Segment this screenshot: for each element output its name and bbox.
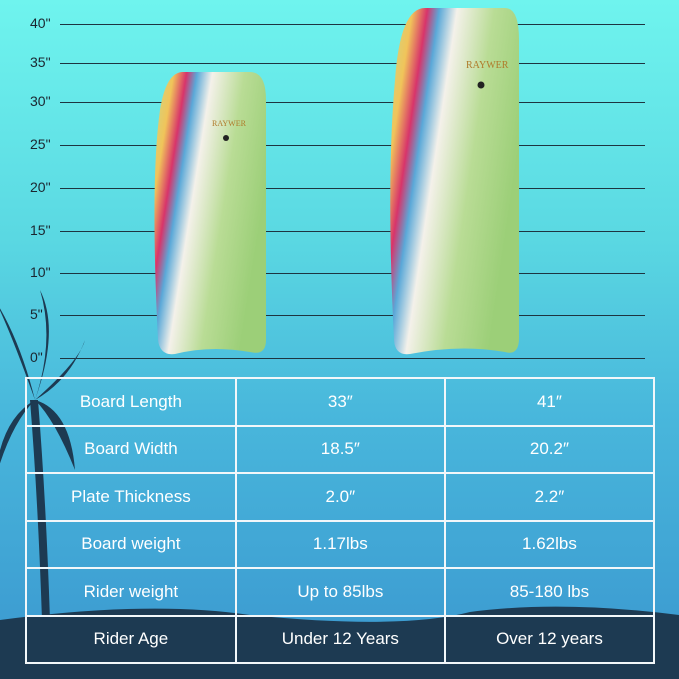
table-row: Board Length 33″ 41″ xyxy=(25,377,656,427)
tick-line xyxy=(60,273,645,274)
tick-line xyxy=(60,358,645,359)
table-row: Rider Age Under 12 Years Over 12 years xyxy=(25,614,656,664)
brand-logo: RAYWER xyxy=(466,60,509,71)
label-cell: Board Width xyxy=(25,424,237,474)
tick-line xyxy=(60,63,645,64)
tick-label: 25" xyxy=(30,136,51,152)
label-cell: Board Length xyxy=(25,377,237,427)
label-cell: Rider Age xyxy=(25,614,237,664)
tick-line xyxy=(60,24,645,25)
value-cell: Over 12 years xyxy=(443,614,656,664)
value-cell: 1.17lbs xyxy=(234,519,446,569)
value-cell: Under 12 Years xyxy=(234,614,446,664)
tick-label: 35" xyxy=(30,54,51,70)
value-cell: 1.62lbs xyxy=(443,519,656,569)
value-cell: 20.2″ xyxy=(443,424,656,474)
value-cell: 2.0″ xyxy=(234,472,446,522)
value-cell: Up to 85lbs xyxy=(234,567,446,617)
value-cell: 33″ xyxy=(234,377,446,427)
label-cell: Rider weight xyxy=(25,567,237,617)
table-row: Plate Thickness 2.0″ 2.2″ xyxy=(25,472,656,522)
tick-label: 40" xyxy=(30,15,51,31)
value-cell: 18.5″ xyxy=(234,424,446,474)
table-row: Rider weight Up to 85lbs 85-180 lbs xyxy=(25,567,656,617)
label-cell: Board weight xyxy=(25,519,237,569)
height-ruler: 40" 35" 30" 25" 20" 15" 10" 5" 0" xyxy=(30,15,645,365)
tick-label: 0" xyxy=(30,349,43,365)
tick-line xyxy=(60,231,645,232)
label-cell: Plate Thickness xyxy=(25,472,237,522)
tick-line xyxy=(60,315,645,316)
table-row: Board Width 18.5″ 20.2″ xyxy=(25,424,656,474)
spec-table: Board Length 33″ 41″ Board Width 18.5″ 20.2″ P… xyxy=(25,377,656,664)
board-41: RAYWER xyxy=(390,8,519,355)
brand-logo: RAYWER xyxy=(212,119,247,128)
tick-line xyxy=(60,145,645,146)
board-33: RAYWER xyxy=(154,72,266,355)
tick-label: 10" xyxy=(30,264,51,280)
tick-label: 5" xyxy=(30,306,43,322)
value-cell: 41″ xyxy=(443,377,656,427)
value-cell: 85-180 lbs xyxy=(443,567,656,617)
tick-label: 30" xyxy=(30,93,51,109)
value-cell: 2.2″ xyxy=(443,472,656,522)
tick-line xyxy=(60,102,645,103)
tick-line xyxy=(60,188,645,189)
tick-label: 15" xyxy=(30,222,51,238)
tick-label: 20" xyxy=(30,179,51,195)
table-row: Board weight 1.17lbs 1.62lbs xyxy=(25,519,656,569)
